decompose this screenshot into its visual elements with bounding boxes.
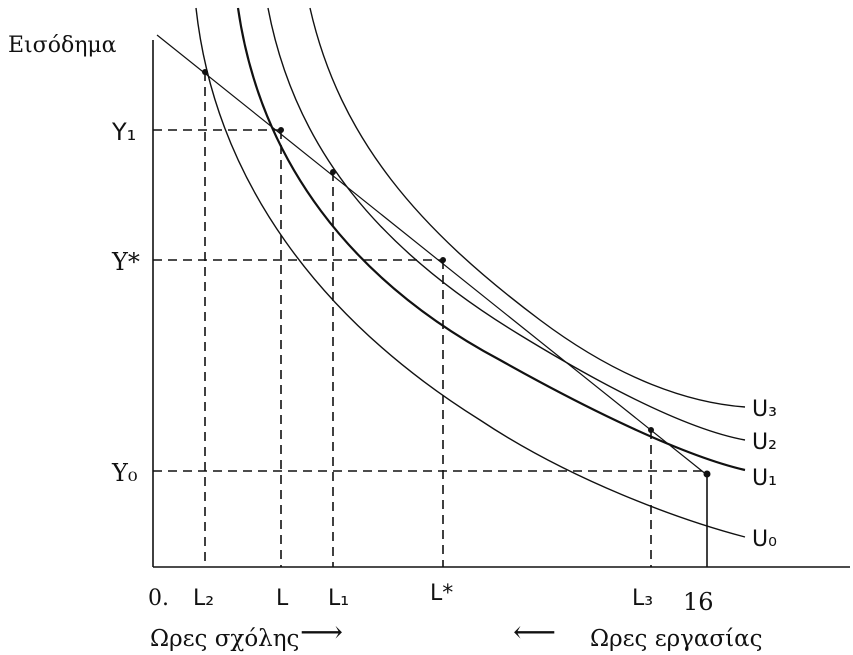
point-l1 xyxy=(330,169,336,175)
leisure-hours-label: Ωρες σχόλης xyxy=(150,626,299,652)
indifference-curve-u2 xyxy=(267,7,746,441)
point-lstar-ystar xyxy=(440,257,446,263)
x-tick-16: 16 xyxy=(683,588,714,616)
y-tick-y1: Y₁ xyxy=(111,118,136,146)
label-u1: U₁ xyxy=(752,466,777,491)
indifference-curve-u3 xyxy=(309,7,746,408)
indifference-curve-u0 xyxy=(195,7,746,538)
indifference-curve-u1 xyxy=(236,7,746,472)
y-axis-label: Εισόδημα xyxy=(8,33,117,58)
budget-line xyxy=(156,34,708,476)
x-tick-origin: 0. xyxy=(148,586,169,611)
x-tick-l3: L₃ xyxy=(632,586,653,611)
x-tick-l2: L₂ xyxy=(193,586,214,611)
label-u2: U₂ xyxy=(752,430,777,455)
point-l2 xyxy=(202,69,208,75)
y-tick-ystar: Y* xyxy=(111,248,140,276)
y-tick-y0: Y₀ xyxy=(111,459,137,487)
label-u0: U₀ xyxy=(752,527,777,552)
x-tick-l1: L₁ xyxy=(328,586,349,611)
x-tick-lstar: L* xyxy=(430,581,453,606)
point-l3 xyxy=(648,427,654,433)
point-endowment xyxy=(703,470,711,478)
label-u3: U₃ xyxy=(752,397,777,422)
x-tick-l: L xyxy=(276,586,289,611)
arrow-right-icon: ⟶ xyxy=(300,615,343,650)
point-l-y1 xyxy=(278,127,284,133)
arrow-left-icon: ⟵ xyxy=(513,615,556,650)
work-hours-label: Ωρες εργασίας xyxy=(590,626,763,652)
